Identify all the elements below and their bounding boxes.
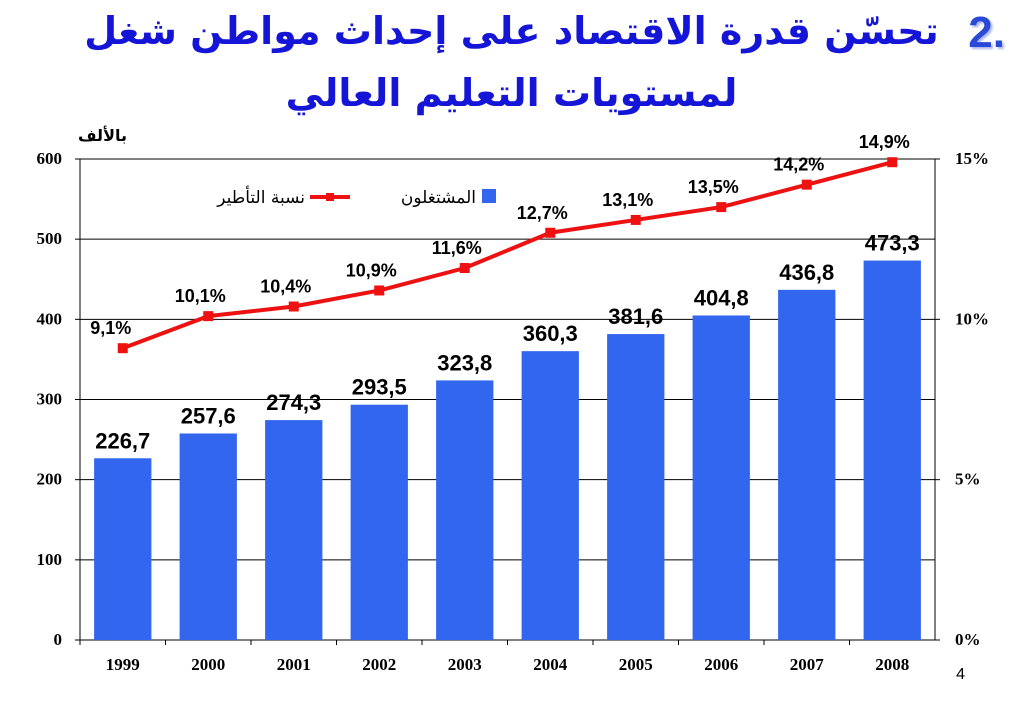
x-tick-label: 1999 xyxy=(106,655,140,674)
bar-series xyxy=(94,260,921,640)
line-point xyxy=(716,202,727,213)
bar xyxy=(94,458,152,640)
y-axis-unit: بالألف xyxy=(78,126,127,145)
slide-number: 2. xyxy=(968,8,1005,57)
page-number: 4 xyxy=(956,666,965,683)
y2-tick-label: 15% xyxy=(955,149,989,168)
line-series-path xyxy=(122,160,893,351)
line-point xyxy=(545,227,556,238)
legend-line-label: نسبة التأطير xyxy=(216,185,305,208)
bar xyxy=(692,315,750,640)
bar-value-label: 473,3 xyxy=(865,231,920,256)
line-point xyxy=(374,285,385,296)
bar xyxy=(778,289,836,640)
line-value-label: 13,1% xyxy=(602,190,653,210)
x-tick-label: 2003 xyxy=(448,655,482,674)
x-tick-label: 2005 xyxy=(619,655,653,674)
y2-tick-label: 0% xyxy=(955,630,981,649)
line-value-label: 11,6% xyxy=(432,238,482,258)
line-value-label: 10,4% xyxy=(260,277,311,297)
line-value-label: 10,1% xyxy=(175,286,226,306)
line-point xyxy=(117,343,128,354)
bar-value-label: 293,5 xyxy=(352,375,407,400)
bar-value-label: 226,7 xyxy=(95,428,150,453)
y-tick-label: 600 xyxy=(37,149,63,168)
bar-value-label: 381,6 xyxy=(608,304,663,329)
line-value-label: 10,9% xyxy=(346,260,397,280)
legend-line-marker xyxy=(326,193,334,201)
bar xyxy=(265,420,323,640)
legend-bar-label: المشتغلون xyxy=(401,188,476,208)
bar-value-label: 404,8 xyxy=(694,285,749,310)
legend: نسبة التأطير المشتغلون xyxy=(216,185,496,208)
x-tick-label: 2008 xyxy=(875,655,909,674)
data-labels: 226,7 257,6 274,3 293,5 323,8 360,3 381,6 404,8… xyxy=(90,132,920,453)
line-point xyxy=(630,214,641,225)
bar-value-label: 274,3 xyxy=(266,390,321,415)
line-series xyxy=(117,157,898,354)
line-point xyxy=(288,301,299,312)
line-point xyxy=(887,157,898,168)
line-point xyxy=(801,179,812,190)
bar xyxy=(521,351,579,640)
line-value-label: 14,9% xyxy=(859,132,910,152)
bar-value-label: 436,8 xyxy=(779,260,834,285)
title-line-1: تحسّن قدرة الاقتصاد على إحداث مواطن شغل xyxy=(84,9,939,53)
y-tick-label: 300 xyxy=(37,390,63,409)
title-line-2: لمستويات التعليم العالي xyxy=(285,71,738,115)
line-value-label: 9,1% xyxy=(90,318,131,338)
y-tick-label: 100 xyxy=(37,550,63,569)
bar xyxy=(863,260,921,640)
axes: 0 100 200 300 400 500 600 0% 5% 10% 15% 1999 2000 200… xyxy=(37,149,990,674)
line-value-label: 12,7% xyxy=(517,203,568,223)
line-value-label: 14,2% xyxy=(773,155,824,175)
y-tick-label: 0 xyxy=(54,630,63,649)
y2-tick-label: 10% xyxy=(955,309,989,328)
y-tick-label: 400 xyxy=(37,309,63,328)
y-tick-label: 500 xyxy=(37,229,63,248)
x-tick-label: 2002 xyxy=(362,655,396,674)
bar xyxy=(436,380,494,640)
bar xyxy=(179,433,237,640)
line-point xyxy=(459,263,470,274)
x-tick-label: 2006 xyxy=(704,655,738,674)
bar xyxy=(350,404,408,640)
x-tick-label: 2004 xyxy=(533,655,568,674)
x-tick-label: 2000 xyxy=(191,655,225,674)
y-tick-label: 200 xyxy=(37,470,63,489)
line-value-label: 13,5% xyxy=(688,177,739,197)
bar-value-label: 257,6 xyxy=(181,403,236,428)
bar xyxy=(607,334,665,640)
y2-tick-label: 5% xyxy=(955,470,981,489)
slide-title: تحسّن قدرة الاقتصاد على إحداث مواطن شغل … xyxy=(0,0,1023,124)
x-tick-label: 2007 xyxy=(790,655,825,674)
x-tick-label: 2001 xyxy=(277,655,311,674)
legend-bar-swatch xyxy=(482,189,496,203)
bar-value-label: 323,8 xyxy=(437,350,492,375)
bar-value-label: 360,3 xyxy=(523,321,578,346)
line-point xyxy=(203,311,214,322)
